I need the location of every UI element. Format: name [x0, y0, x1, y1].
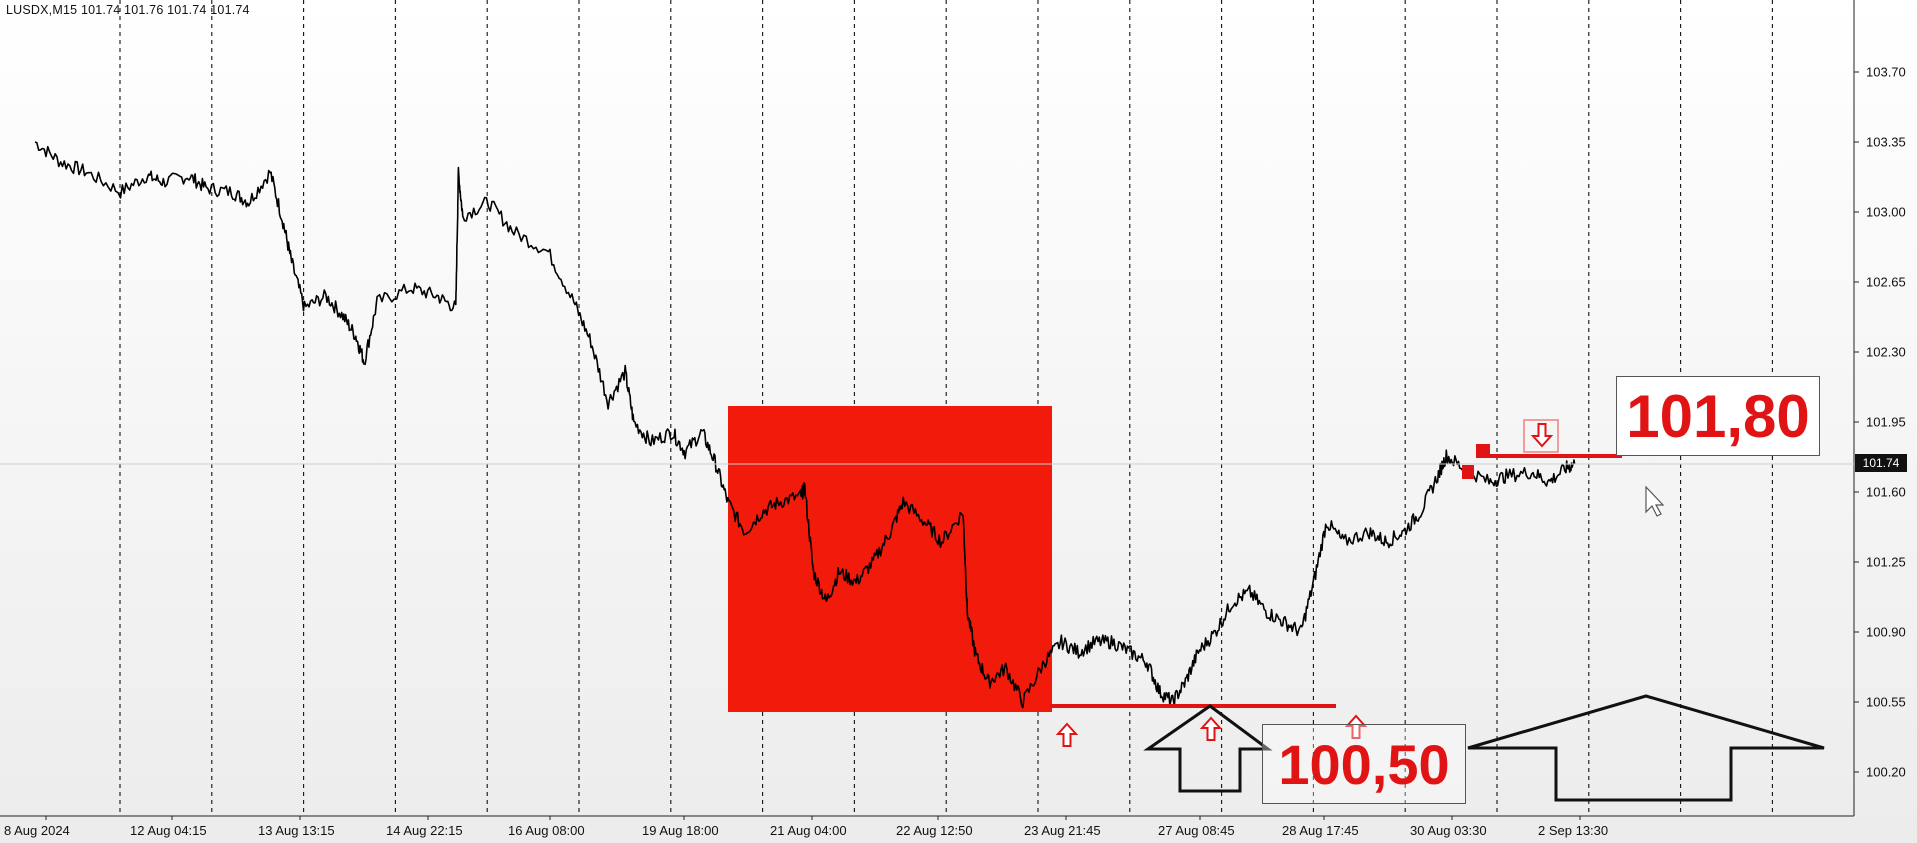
y-tick-label: 103.70 [1866, 65, 1906, 80]
x-tick-label: 13 Aug 13:15 [258, 823, 335, 838]
down-arrow-small [1530, 423, 1554, 448]
up-arrow-large [1467, 694, 1825, 802]
y-tick-label: 103.35 [1866, 135, 1906, 150]
x-tick-label: 2 Sep 13:30 [1538, 823, 1608, 838]
y-tick-label: 100.20 [1866, 765, 1906, 780]
x-tick-label: 22 Aug 12:50 [896, 823, 973, 838]
y-tick-label: 101.60 [1866, 485, 1906, 500]
marker-outline [1523, 419, 1559, 453]
low-level-label: 100,50 [1262, 724, 1466, 804]
y-tick-label: 100.90 [1866, 625, 1906, 640]
y-tick-label: 103.00 [1866, 205, 1906, 220]
x-tick-label: 23 Aug 21:45 [1024, 823, 1101, 838]
shaded-zone [728, 406, 1052, 712]
y-tick-label: 102.30 [1866, 345, 1906, 360]
high-level-label: 101,80 [1616, 376, 1820, 456]
y-tick-label: 102.65 [1866, 275, 1906, 290]
x-tick-label: 28 Aug 17:45 [1282, 823, 1359, 838]
x-tick-label: 16 Aug 08:00 [508, 823, 585, 838]
up-arrow-small [1199, 716, 1223, 741]
x-tick-label: 19 Aug 18:00 [642, 823, 719, 838]
marker-block [1462, 465, 1474, 479]
mouse-cursor-icon [1645, 485, 1665, 517]
up-arrow-small [1344, 714, 1368, 739]
up-arrow-small [1055, 722, 1079, 747]
x-tick-label: 27 Aug 08:45 [1158, 823, 1235, 838]
chart-header: LUSDX,M15 101.74 101.76 101.74 101.74 [6, 3, 250, 17]
y-tick-label: 101.95 [1866, 415, 1906, 430]
x-tick-label: 14 Aug 22:15 [386, 823, 463, 838]
price-series-line [34, 141, 1576, 709]
x-tick-label: 21 Aug 04:00 [770, 823, 847, 838]
x-tick-label: 12 Aug 04:15 [130, 823, 207, 838]
y-tick-label: 101.25 [1866, 555, 1906, 570]
y-tick-label: 100.55 [1866, 695, 1906, 710]
x-tick-label: 8 Aug 2024 [4, 823, 70, 838]
x-tick-label: 30 Aug 03:30 [1410, 823, 1487, 838]
up-arrow-large [1143, 704, 1273, 793]
last-price-tag: 101.74 [1855, 454, 1907, 472]
marker-block [1476, 444, 1490, 458]
